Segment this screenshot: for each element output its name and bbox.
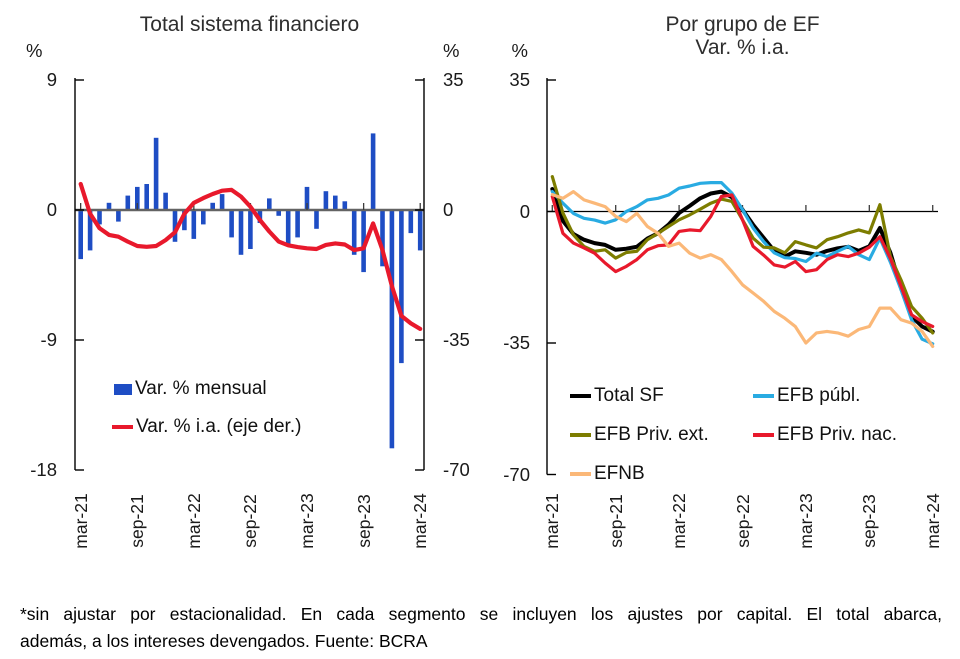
x-axis-tick-label: mar-23 <box>296 493 317 549</box>
footnote: *sin ajustar por estacionalidad. En cada… <box>20 601 942 655</box>
y-axis-tick-label: -35 <box>503 332 530 353</box>
x-axis-tick-label: mar-24 <box>922 493 943 549</box>
y-axis-tick-label: 35 <box>509 69 530 90</box>
y-axis-tick-label: -9 <box>40 329 57 350</box>
x-axis-tick-label: mar-21 <box>541 493 562 549</box>
x-axis-tick-label: mar-21 <box>70 493 91 549</box>
left-chart-left-axis-unit: % <box>26 40 43 61</box>
x-axis-tick-label: mar-23 <box>795 493 816 549</box>
y-axis-tick-label: 9 <box>46 69 57 90</box>
line-swatch-icon <box>570 393 591 399</box>
bar-swatch-icon <box>114 383 132 395</box>
right-chart-title-line1: Por grupo de EF <box>665 13 820 36</box>
x-axis-tick-label: mar-22 <box>668 493 689 549</box>
x-axis-tick-label: sep-23 <box>858 494 879 548</box>
x-axis-tick-label: mar-22 <box>183 493 204 549</box>
legend-label-efb-priv-nac: EFB Priv. nac. <box>777 424 898 445</box>
left-chart-title: Total sistema financiero <box>139 13 360 36</box>
legend-label-var-ia: Var. % i.a. (eje der.) <box>136 416 302 437</box>
legend-item-var-mensual: Var. % mensual <box>114 378 267 400</box>
right-chart-title-line2: Var. % i.a. <box>695 36 790 59</box>
x-axis-tick-label: sep-22 <box>732 494 752 548</box>
y-axis-tick-label: -70 <box>443 459 470 480</box>
left-chart-right-axis-unit: % <box>443 40 460 61</box>
line-swatch-icon <box>753 393 774 399</box>
footnote-line2: además, a los intereses devengados. Fuen… <box>20 631 428 651</box>
y-axis-tick-label: 0 <box>519 200 530 222</box>
legend-label-var-mensual: Var. % mensual <box>135 378 267 399</box>
line-swatch-icon <box>570 471 591 477</box>
right-chart-left-axis-unit: % <box>511 40 528 61</box>
y-axis-tick-label: 35 <box>443 69 464 90</box>
legend-item-total-sf: Total SF <box>570 385 664 407</box>
x-axis-tick-label: sep-22 <box>239 494 260 548</box>
line-swatch-icon <box>753 432 774 438</box>
legend-item-efnb: EFNB <box>570 463 645 485</box>
legend-label-total-sf: Total SF <box>594 385 664 406</box>
y-axis-tick-label: -70 <box>503 463 530 485</box>
y-axis-tick-label: 0 <box>46 199 57 220</box>
y-axis-tick-label: 0 <box>443 199 454 220</box>
legend-label-efb-priv-ext: EFB Priv. ext. <box>594 424 709 445</box>
y-axis-tick-label: -18 <box>30 459 57 480</box>
legend-label-efnb: EFNB <box>594 463 645 484</box>
x-axis-tick-label: sep-23 <box>353 494 374 548</box>
right-chart-title: Por grupo de EF Var. % i.a. <box>547 13 938 59</box>
line-swatch-icon <box>112 424 133 430</box>
legend-item-var-ia: Var. % i.a. (eje der.) <box>112 416 301 438</box>
x-axis-tick-label: sep-21 <box>126 494 147 548</box>
x-axis-tick-label: mar-24 <box>409 493 430 549</box>
y-axis-tick-label: -35 <box>443 329 470 350</box>
footnote-line1: *sin ajustar por estacionalidad. En cada… <box>20 604 942 624</box>
x-axis-tick-label: sep-21 <box>605 494 626 548</box>
line-swatch-icon <box>570 432 591 438</box>
legend-item-efb-priv-ext: EFB Priv. ext. <box>570 424 709 446</box>
legend-item-efb-publ: EFB públ. <box>753 385 860 407</box>
legend-item-efb-priv-nac: EFB Priv. nac. <box>753 424 897 446</box>
legend-label-efb-publ: EFB públ. <box>777 385 861 406</box>
